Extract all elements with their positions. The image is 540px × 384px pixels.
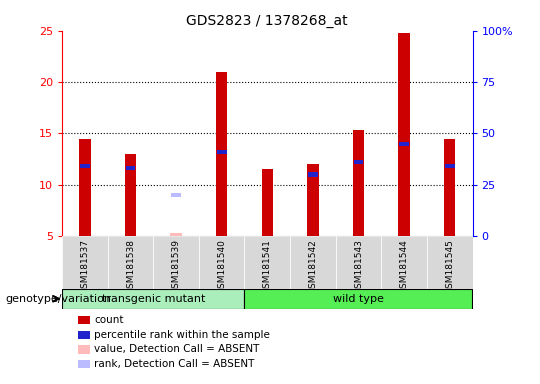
Text: GSM181540: GSM181540: [217, 239, 226, 294]
Bar: [153, 236, 199, 290]
Bar: [261, 169, 273, 236]
Bar: [171, 233, 182, 236]
Text: rank, Detection Call = ABSENT: rank, Detection Call = ABSENT: [94, 359, 255, 369]
Bar: [445, 164, 455, 168]
Bar: [171, 193, 181, 197]
Text: GSM181543: GSM181543: [354, 239, 363, 294]
Bar: [107, 236, 153, 290]
Text: genotype/variation: genotype/variation: [5, 294, 111, 304]
Text: GSM181537: GSM181537: [80, 239, 90, 294]
Bar: [125, 154, 136, 236]
Text: transgenic mutant: transgenic mutant: [102, 294, 205, 304]
Text: GSM181545: GSM181545: [445, 239, 454, 294]
Bar: [245, 289, 472, 309]
Bar: [308, 172, 318, 177]
Bar: [216, 72, 227, 236]
Bar: [399, 33, 410, 236]
Bar: [245, 236, 290, 290]
Bar: [444, 139, 455, 236]
Bar: [217, 150, 227, 154]
Text: GSM181541: GSM181541: [263, 239, 272, 294]
Bar: [381, 236, 427, 290]
Bar: [199, 236, 245, 290]
Text: GSM181542: GSM181542: [308, 239, 318, 294]
Title: GDS2823 / 1378268_at: GDS2823 / 1378268_at: [186, 14, 348, 28]
Bar: [290, 236, 336, 290]
Bar: [427, 236, 472, 290]
Text: GSM181539: GSM181539: [172, 239, 180, 294]
Bar: [62, 236, 107, 290]
Bar: [307, 164, 319, 236]
Bar: [399, 142, 409, 146]
Bar: [62, 289, 245, 309]
Bar: [79, 139, 91, 236]
Text: count: count: [94, 315, 124, 325]
Bar: [354, 160, 363, 164]
Bar: [80, 164, 90, 168]
Text: GSM181544: GSM181544: [400, 239, 409, 294]
Bar: [126, 166, 136, 170]
Bar: [353, 130, 364, 236]
Text: wild type: wild type: [333, 294, 384, 304]
Text: value, Detection Call = ABSENT: value, Detection Call = ABSENT: [94, 344, 260, 354]
Bar: [336, 236, 381, 290]
Text: percentile rank within the sample: percentile rank within the sample: [94, 330, 271, 340]
Text: GSM181538: GSM181538: [126, 239, 135, 294]
